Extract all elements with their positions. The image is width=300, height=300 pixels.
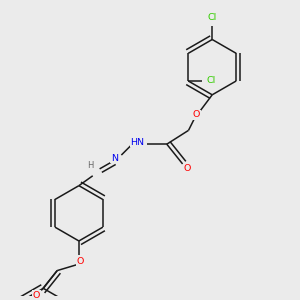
Text: O: O <box>184 164 191 173</box>
Text: Cl: Cl <box>208 13 217 22</box>
Text: N: N <box>111 154 118 163</box>
Text: HN: HN <box>130 138 144 147</box>
Text: O: O <box>193 110 200 119</box>
Text: H: H <box>88 161 94 170</box>
Text: Cl: Cl <box>206 76 216 85</box>
Text: O: O <box>33 291 40 300</box>
Text: O: O <box>76 257 84 266</box>
